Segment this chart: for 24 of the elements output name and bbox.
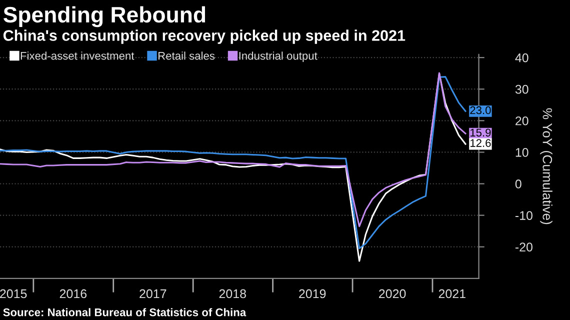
x-tick-label: 2017 — [140, 289, 166, 298]
annotation: 23.0 — [470, 106, 491, 114]
x-tick-label: 2020 — [379, 289, 406, 298]
x-tick-label: 2019 — [299, 289, 326, 298]
annotation: 15.9 — [470, 128, 491, 137]
chart-subtitle: China's consumption recovery picked up speed in 2021 — [3, 30, 406, 44]
x-tick-label: 2018 — [219, 289, 246, 298]
x-tick-label: 2021 — [438, 289, 466, 298]
y-tick-label: 40 — [515, 53, 528, 62]
y-tick-label: 30 — [515, 84, 528, 94]
y-tick-label: 10 — [516, 148, 528, 157]
y-tick-label: -10 — [515, 211, 532, 220]
legend-label: Fixed-asset investment — [20, 52, 134, 60]
chart-title: Spending Rebound — [3, 6, 206, 28]
y-axis-title: % YoY (Cumulative) — [540, 108, 552, 224]
legend-label: Retail sales — [158, 52, 215, 60]
y-tick-label: 20 — [516, 116, 528, 126]
y-tick-label: -20 — [515, 242, 532, 252]
annotation: 12.6 — [470, 139, 491, 147]
x-tick-label: 2016 — [60, 289, 87, 298]
x-tick-label: 2015 — [0, 289, 27, 298]
source-note: Source: National Bureau of Statistics of China — [3, 308, 246, 316]
y-tick-label: 0 — [515, 180, 522, 188]
legend-label: Industrial output — [239, 52, 318, 62]
